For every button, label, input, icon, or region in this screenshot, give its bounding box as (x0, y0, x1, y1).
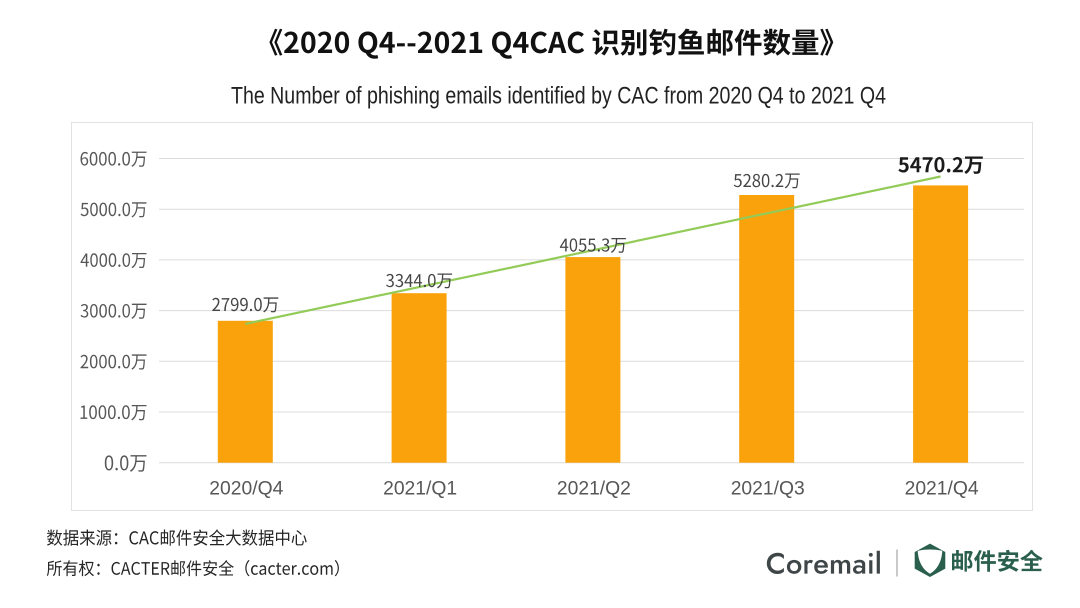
svg-text:2021/Q4: 2021/Q4 (905, 478, 979, 500)
svg-text:2021/Q1: 2021/Q1 (383, 478, 457, 500)
svg-text:2021/Q2: 2021/Q2 (557, 478, 631, 500)
svg-text:The Number of phishing emails: The Number of phishing emails identified… (231, 83, 886, 110)
svg-text:2020/Q4: 2020/Q4 (209, 478, 283, 500)
svg-text:2021/Q3: 2021/Q3 (731, 478, 805, 500)
